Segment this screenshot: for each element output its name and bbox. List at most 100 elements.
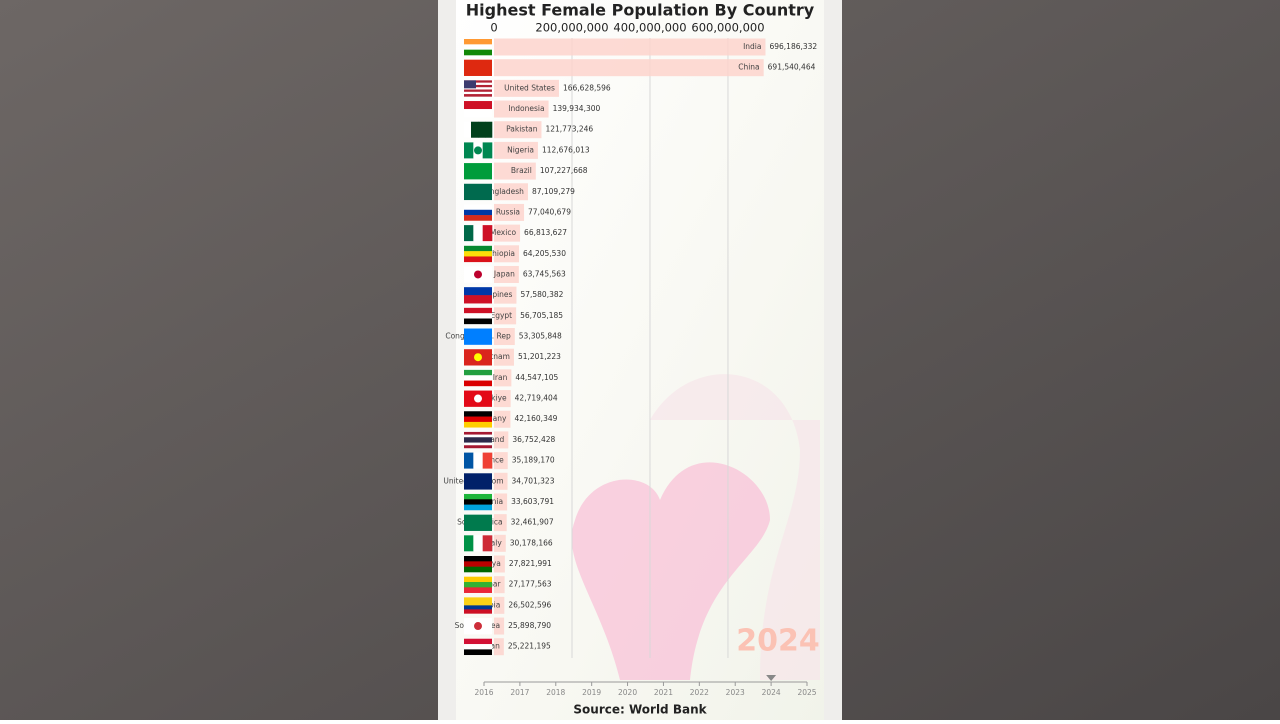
- bar: [494, 121, 542, 139]
- bar: [494, 493, 508, 511]
- flag: [464, 597, 492, 602]
- timeline-label: 2024: [762, 688, 781, 697]
- bar: [494, 183, 528, 201]
- flag: [464, 587, 492, 593]
- flag: [464, 109, 492, 118]
- flag: [464, 473, 492, 490]
- flag: [464, 499, 492, 505]
- flag: [482, 535, 493, 552]
- value-label: 27,821,991: [509, 559, 552, 568]
- flag: [464, 601, 492, 606]
- flag: [464, 313, 492, 319]
- flag: [464, 638, 492, 645]
- flag: [464, 82, 492, 86]
- bar: [494, 38, 766, 56]
- flag: [464, 59, 492, 76]
- value-label: 34,701,323: [512, 476, 555, 485]
- value-label: 696,186,332: [769, 42, 817, 51]
- flag: [474, 394, 482, 403]
- flag: [464, 380, 492, 387]
- flag: [474, 353, 482, 362]
- flag: [464, 411, 492, 417]
- flag: [464, 561, 492, 567]
- timeline-label: 2021: [654, 688, 673, 697]
- bar: [494, 59, 764, 77]
- flag: [464, 644, 492, 650]
- value-label: 64,205,530: [523, 249, 566, 258]
- value-label: 63,745,563: [523, 269, 566, 278]
- flag: [464, 307, 492, 314]
- flag: [474, 146, 482, 155]
- bar: [494, 390, 511, 408]
- flag: [464, 142, 474, 159]
- value-label: 30,178,166: [510, 538, 553, 547]
- flag: [464, 556, 492, 562]
- flag: [464, 375, 492, 381]
- flag: [464, 80, 492, 83]
- category-label: Turkiye: [479, 394, 507, 403]
- category-label: Japan: [493, 269, 515, 278]
- category-label: Mexico: [490, 228, 517, 237]
- silhouette-shadow: [650, 374, 820, 680]
- category-label: Egypt: [490, 311, 512, 320]
- flag: [464, 328, 492, 345]
- value-label: 42,719,404: [515, 394, 558, 403]
- flag: [464, 91, 492, 95]
- flag: [464, 442, 492, 446]
- value-label: 25,898,790: [508, 621, 551, 630]
- flag: [464, 44, 492, 50]
- value-label: 35,189,170: [512, 456, 555, 465]
- timeline-label: 2023: [726, 688, 745, 697]
- flag: [473, 225, 483, 242]
- flag: [464, 434, 492, 438]
- bar: [494, 472, 508, 490]
- flag: [464, 251, 492, 257]
- category-label: India: [743, 42, 761, 51]
- bar: [494, 224, 521, 242]
- value-label: 36,752,428: [512, 435, 555, 444]
- flag: [464, 514, 492, 531]
- flag: [473, 452, 483, 469]
- x-tick-label: 200,000,000: [535, 21, 608, 35]
- flag: [464, 439, 492, 443]
- bar: [494, 555, 505, 573]
- value-label: 53,305,848: [519, 332, 562, 341]
- bar: [494, 286, 517, 304]
- bar: [494, 514, 507, 532]
- timeline: 2016 2017 2018 2019 2020 2021 2022 2023 2024 2025: [474, 675, 817, 697]
- flag: [464, 437, 492, 441]
- flag: [464, 295, 492, 304]
- flag: [482, 225, 493, 242]
- flag: [464, 582, 492, 588]
- x-tick-label: 400,000,000: [613, 21, 686, 35]
- flag: [464, 609, 492, 614]
- flag: [464, 209, 492, 216]
- category-label: Russia: [496, 207, 520, 216]
- x-tick-label: 0: [490, 21, 497, 35]
- bar: [494, 452, 508, 470]
- value-label: 32,461,907: [511, 518, 554, 527]
- category-label: Bangladesh: [480, 187, 524, 196]
- flag: [464, 256, 492, 263]
- value-label: 44,547,105: [515, 373, 558, 382]
- category-label: Italy: [485, 538, 502, 547]
- bars: India 696,186,332 China 691,540,464 United S…: [443, 38, 817, 656]
- category-label: Ethiopia: [484, 249, 515, 258]
- flag: [464, 452, 474, 469]
- value-label: 87,109,279: [532, 187, 575, 196]
- flag: [464, 493, 492, 500]
- bar: [494, 617, 505, 635]
- flag: [464, 431, 492, 435]
- timeline-label: 2017: [510, 688, 529, 697]
- flag: [464, 183, 492, 201]
- value-label: 166,628,596: [563, 83, 611, 92]
- flag: [464, 215, 492, 221]
- flag: [482, 142, 493, 159]
- category-label: Brazil: [511, 166, 532, 175]
- bar: [494, 431, 509, 449]
- flag: [464, 121, 472, 138]
- bar: [494, 203, 525, 221]
- flag: [473, 535, 483, 552]
- category-label: United States: [504, 83, 555, 92]
